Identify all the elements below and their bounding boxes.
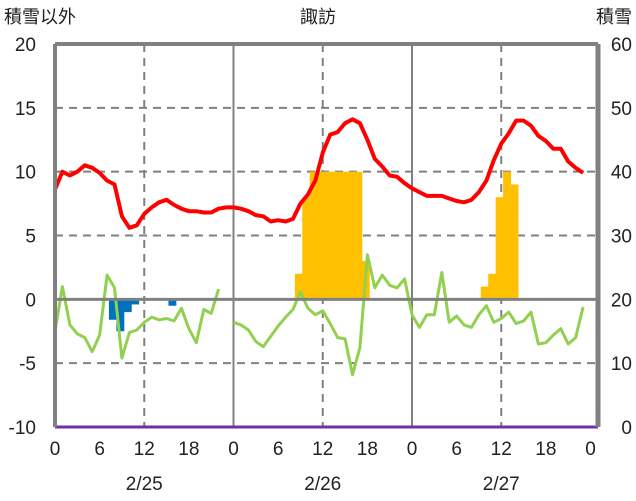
y-tick-left: -10 <box>9 418 36 439</box>
red-line <box>53 117 585 230</box>
snow-depth-bars-bar <box>324 171 333 300</box>
left-axis-title: 積雪以外 <box>4 7 76 28</box>
snow-depth-bars-bar <box>354 171 363 300</box>
x-tick: 6 <box>273 439 284 460</box>
date-label: 2/26 <box>304 474 341 495</box>
y-tick-left: 20 <box>15 35 36 56</box>
snow-depth-bars-bar <box>294 273 303 300</box>
snow-depth-bars-bar <box>480 286 489 300</box>
snow-depth-bars-bar <box>495 197 504 300</box>
y-tick-right: 40 <box>611 163 632 184</box>
y-tick-left: 10 <box>15 163 36 184</box>
y-tick-right: 0 <box>621 418 632 439</box>
right-axis-title: 積雪 <box>596 7 632 28</box>
snow-depth-bars-bar <box>332 171 340 300</box>
x-tick: 0 <box>407 439 418 460</box>
y-tick-left: 0 <box>25 290 36 311</box>
y-tick-right: 20 <box>611 290 632 311</box>
snow-depth-bars-bar <box>317 171 326 300</box>
y-tick-right: 10 <box>611 354 632 375</box>
snow-depth-bars-bar <box>309 171 318 300</box>
snow-depth-bars-bar <box>488 273 497 300</box>
y-tick-left: 5 <box>25 227 36 248</box>
snow-depth-bars-bar <box>346 171 355 300</box>
x-tick: 6 <box>451 439 462 460</box>
x-tick: 0 <box>585 439 596 460</box>
y-tick-left: 15 <box>15 99 36 120</box>
date-label: 2/25 <box>126 474 163 495</box>
chart-title: 諏訪 <box>300 7 336 28</box>
blue-bars-bar <box>131 299 140 305</box>
x-tick: 18 <box>535 439 556 460</box>
snow-depth-bars-bar <box>339 171 348 300</box>
frame <box>53 42 601 427</box>
bars <box>108 171 519 332</box>
y-tick-right: 50 <box>611 99 632 120</box>
y-tick-right: 60 <box>611 35 632 56</box>
date-label: 2/27 <box>483 474 520 495</box>
lines <box>53 117 598 429</box>
x-tick: 12 <box>134 439 155 460</box>
y-tick-left: -5 <box>19 354 36 375</box>
snow-depth-bars-bar <box>510 184 519 300</box>
blue-bars-bar <box>108 299 117 320</box>
x-tick: 18 <box>357 439 378 460</box>
blue-bars-bar <box>116 299 125 332</box>
blue-bars-bar <box>168 299 177 306</box>
blue-bars-bar <box>123 299 132 313</box>
snow-depth-bars-bar <box>503 171 512 300</box>
x-tick: 12 <box>312 439 333 460</box>
x-tick: 12 <box>491 439 512 460</box>
snow-depth-bars-bar <box>302 197 311 300</box>
y-tick-right: 30 <box>611 227 632 248</box>
green-line <box>53 253 585 377</box>
x-tick: 0 <box>228 439 239 460</box>
x-tick: 18 <box>178 439 199 460</box>
x-tick: 6 <box>94 439 105 460</box>
x-tick: 0 <box>50 439 61 460</box>
